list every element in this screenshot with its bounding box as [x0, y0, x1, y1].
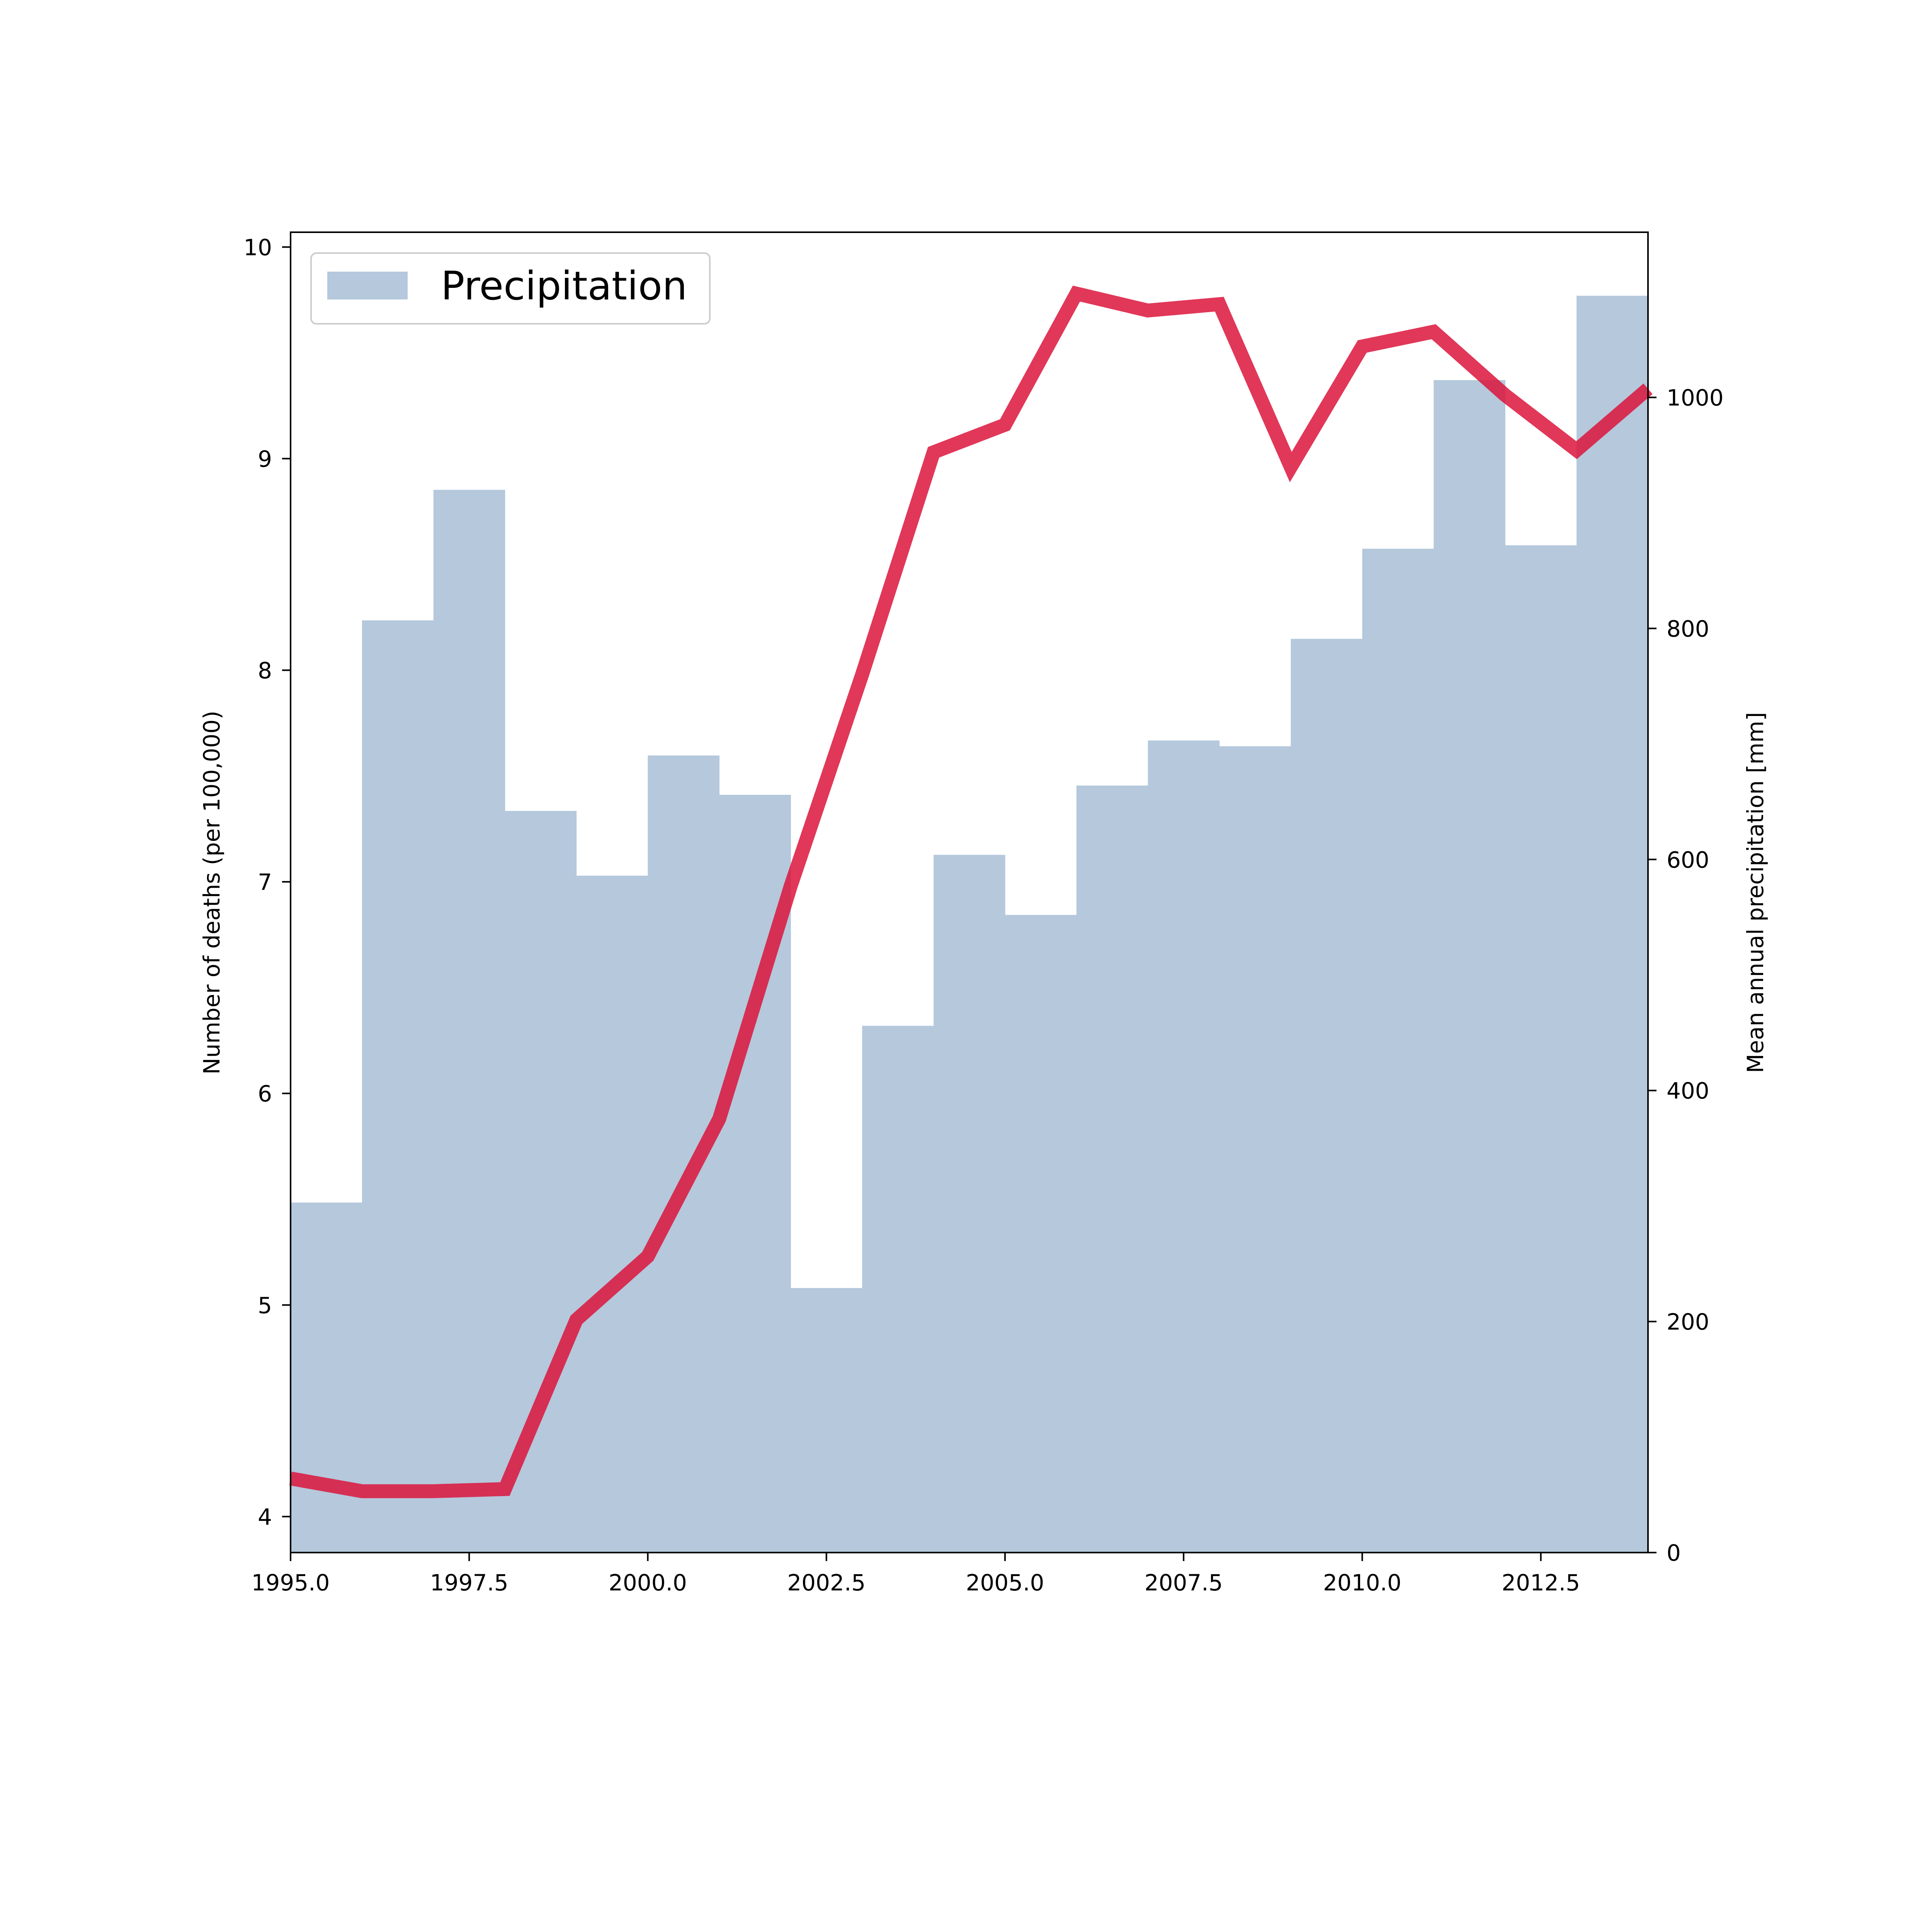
x-tick-label-2010.0: 2010.0 — [1323, 1570, 1401, 1596]
precipitation-bar-2010 — [1362, 549, 1434, 1553]
line-layer — [289, 286, 1653, 1498]
left-tick-label-4: 4 — [258, 1504, 272, 1530]
right-tick-label-0: 0 — [1667, 1540, 1681, 1566]
legend: Precipitation — [310, 252, 711, 325]
right-tick-label-600: 600 — [1667, 847, 1709, 873]
precipitation-bar-1997 — [433, 490, 505, 1553]
left-axis-label: Number of deaths (per 100,000) — [199, 711, 225, 1075]
left-tick-label-5: 5 — [258, 1292, 272, 1318]
left-tick-label-7: 7 — [258, 869, 272, 895]
left-tick-label-6: 6 — [258, 1081, 272, 1107]
left-tick-label-9: 9 — [258, 446, 272, 472]
legend-swatch — [327, 272, 408, 299]
axes-frame — [290, 231, 1649, 1553]
precipitation-bar-1999 — [576, 876, 648, 1553]
right-tick-label-200: 200 — [1667, 1309, 1709, 1335]
precipitation-bar-2009 — [1291, 639, 1362, 1553]
legend-box — [310, 252, 711, 325]
ticks-layer: 1995.0 1997.5 2000.0 2002.5 2005.0 2007.5 2010… — [243, 234, 1723, 1596]
precipitation-bar-2013 — [1577, 296, 1648, 1553]
legend-entry-precipitation: Precipitation — [441, 263, 687, 309]
left-tick-label-10: 10 — [243, 234, 272, 260]
precipitation-bar-2004 — [934, 855, 1005, 1553]
x-tick-label-2000.0: 2000.0 — [609, 1570, 687, 1596]
right-axis-label: Mean annual precipitation [mm] — [1742, 712, 1769, 1073]
x-tick-label-2005.0: 2005.0 — [966, 1570, 1044, 1596]
deaths-line — [289, 286, 1653, 1498]
precipitation-bar-2006 — [1076, 786, 1148, 1553]
precipitation-bar-1995 — [291, 1202, 362, 1553]
precipitation-bar-1996 — [362, 620, 434, 1553]
precipitation-bar-2012 — [1505, 545, 1577, 1553]
right-tick-label-400: 400 — [1667, 1078, 1709, 1104]
bars-layer — [291, 296, 1648, 1553]
right-tick-label-1000: 1000 — [1667, 384, 1724, 411]
precipitation-bar-1998 — [505, 811, 577, 1553]
x-tick-label-2012.5: 2012.5 — [1502, 1570, 1580, 1596]
precipitation-bar-2002 — [791, 1288, 862, 1553]
precipitation-bar-2011 — [1434, 380, 1505, 1553]
x-tick-label-2007.5: 2007.5 — [1145, 1570, 1223, 1596]
left-tick-label-8: 8 — [258, 658, 272, 684]
x-tick-label-1997.5: 1997.5 — [430, 1570, 509, 1596]
x-tick-label-1995.0: 1995.0 — [252, 1570, 330, 1596]
precipitation-bar-2007 — [1148, 740, 1220, 1553]
x-tick-label-2002.5: 2002.5 — [787, 1570, 866, 1596]
right-tick-label-800: 800 — [1667, 616, 1709, 642]
precipitation-bar-2003 — [862, 1026, 934, 1553]
precipitation-bar-2008 — [1219, 746, 1291, 1553]
precipitation-bar-2005 — [1005, 915, 1077, 1553]
